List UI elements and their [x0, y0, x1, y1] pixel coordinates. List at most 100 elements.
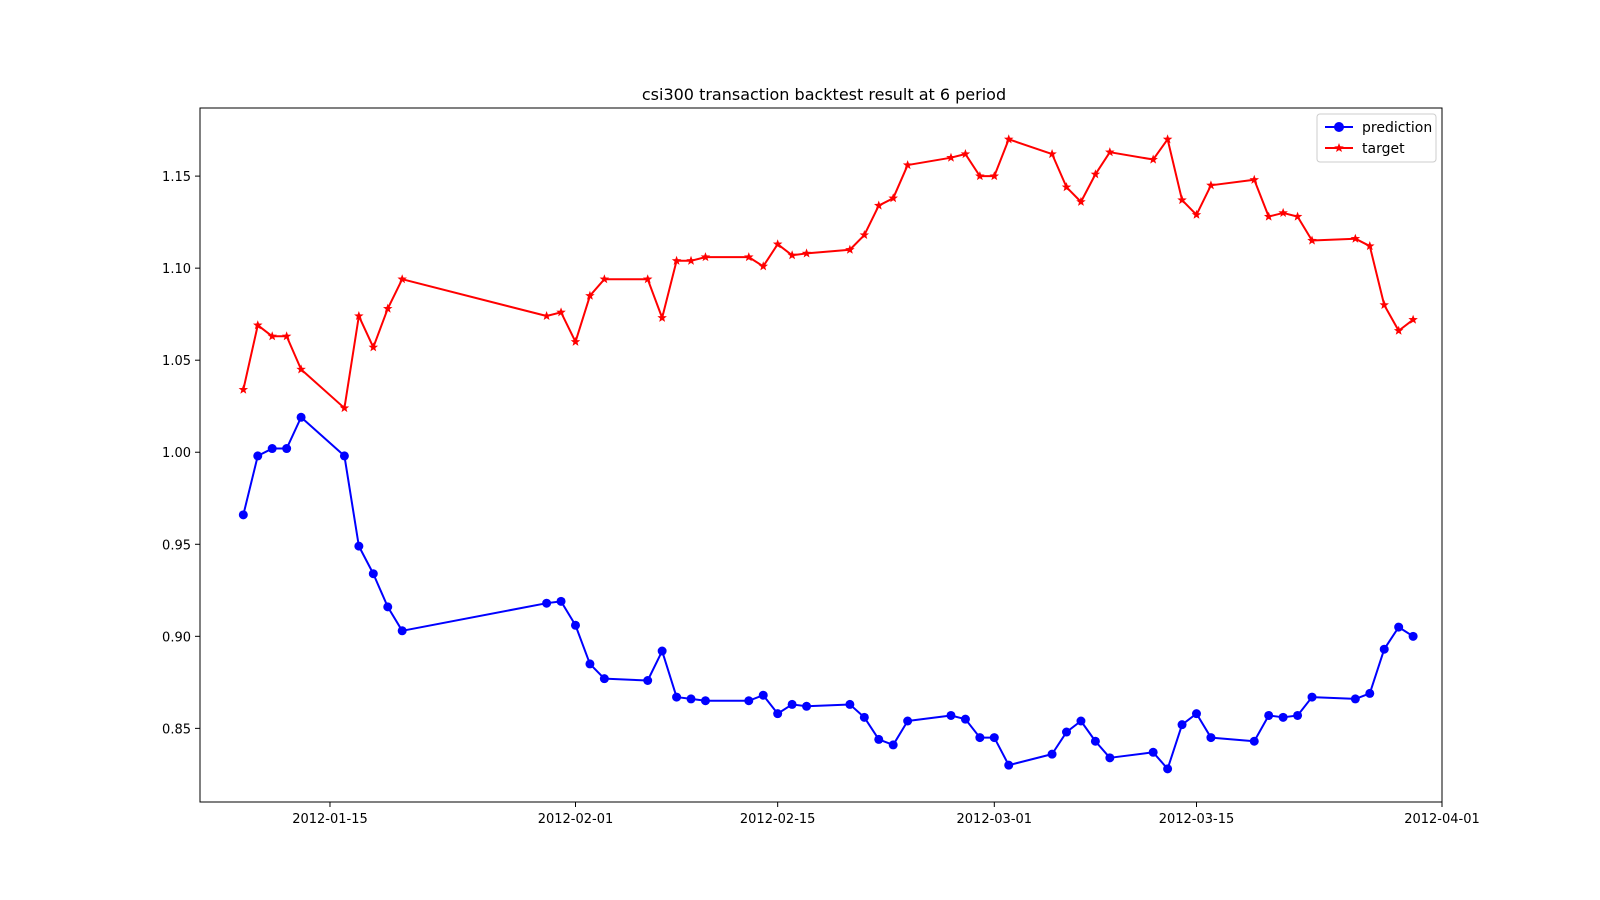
data-point-prediction [397, 626, 407, 636]
data-point-target [989, 171, 1000, 181]
data-point-prediction [672, 692, 682, 702]
data-point-target [585, 290, 595, 300]
data-point-prediction [296, 412, 306, 422]
data-point-prediction [1408, 631, 1418, 641]
data-point-prediction [354, 541, 364, 551]
data-point-prediction [946, 710, 956, 720]
x-tick-label: 2012-02-15 [740, 812, 816, 827]
data-point-prediction [253, 451, 263, 461]
y-tick-label: 0.95 [162, 538, 191, 553]
data-point-target [801, 248, 812, 258]
data-point-target [845, 244, 855, 254]
legend-label-prediction: prediction [1362, 120, 1432, 136]
y-tick-label: 0.85 [162, 722, 191, 737]
data-point-target [1292, 211, 1303, 221]
data-point-target [1393, 325, 1404, 335]
data-point-target [267, 331, 277, 341]
data-point-target [368, 342, 379, 352]
data-point-target [253, 320, 263, 330]
data-point-prediction [1076, 716, 1086, 726]
data-point-target [642, 274, 653, 284]
data-point-prediction [1163, 764, 1173, 774]
plot-area [199, 107, 1443, 803]
data-point-prediction [859, 712, 869, 722]
data-point-prediction [1293, 710, 1303, 720]
data-point-target [888, 193, 898, 203]
data-point-prediction [1278, 712, 1288, 722]
data-point-target [1206, 180, 1216, 190]
data-point-target [744, 252, 754, 262]
data-point-prediction [903, 716, 913, 726]
data-point-prediction [1177, 720, 1187, 730]
data-point-prediction [700, 696, 710, 706]
data-point-target [975, 171, 985, 181]
x-tick-label: 2012-04-01 [1404, 812, 1480, 827]
data-point-target [902, 160, 913, 170]
data-point-prediction [599, 674, 609, 684]
data-point-prediction [1047, 749, 1057, 759]
data-point-prediction [1062, 727, 1072, 737]
data-point-target [700, 252, 711, 262]
data-point-prediction [570, 620, 580, 630]
data-point-target [787, 250, 797, 260]
data-point-target [859, 230, 870, 240]
data-point-target [397, 274, 407, 284]
data-point-prediction [1264, 710, 1274, 720]
data-point-prediction [1206, 733, 1216, 743]
data-point-target [1162, 134, 1173, 144]
data-point-target [1061, 182, 1072, 192]
data-point-target [758, 261, 768, 271]
x-tick-label: 2012-02-01 [538, 812, 614, 827]
data-point-target [1047, 149, 1057, 159]
data-point-target [1350, 233, 1361, 243]
y-tick-label: 1.10 [162, 262, 191, 277]
data-point-prediction [643, 676, 653, 686]
x-tick-label: 2012-01-15 [292, 812, 368, 827]
data-point-prediction [989, 733, 999, 743]
data-point-prediction [368, 569, 378, 579]
data-point-target [238, 384, 249, 394]
data-point-prediction [238, 510, 248, 520]
legend-label-target: target [1362, 141, 1405, 157]
data-point-target [556, 307, 566, 317]
data-point-prediction [1090, 736, 1100, 746]
data-point-prediction [383, 602, 393, 612]
y-tick-label: 1.05 [162, 354, 191, 369]
data-point-target [1090, 169, 1101, 179]
data-point-prediction [1350, 694, 1360, 704]
data-point-target [541, 311, 552, 321]
data-point-prediction [773, 709, 783, 719]
data-point-prediction [339, 451, 349, 461]
data-point-target [1408, 314, 1418, 324]
legend: prediction target [1316, 113, 1437, 163]
data-point-prediction [1105, 753, 1115, 763]
data-point-prediction [686, 694, 696, 704]
data-point-target [1307, 235, 1317, 245]
data-point-prediction [960, 714, 970, 724]
data-point-target [1278, 207, 1288, 217]
data-point-target [1148, 154, 1158, 164]
data-point-target [1263, 211, 1274, 221]
data-point-prediction [1249, 736, 1259, 746]
y-tick-label: 0.90 [162, 630, 191, 645]
data-point-prediction [845, 699, 855, 709]
data-point-target [599, 274, 610, 284]
data-point-prediction [1307, 692, 1317, 702]
data-point-target [686, 255, 696, 265]
data-point-target [570, 336, 581, 346]
data-point-target [874, 200, 884, 210]
data-point-prediction [657, 646, 667, 656]
data-point-target [772, 239, 783, 249]
data-point-target [1191, 209, 1202, 219]
data-point-prediction [744, 696, 754, 706]
data-point-prediction [758, 690, 768, 700]
data-point-prediction [787, 699, 797, 709]
data-point-prediction [1191, 709, 1201, 719]
x-tick-label: 2012-03-01 [957, 812, 1033, 827]
data-point-prediction [1394, 622, 1404, 632]
data-point-prediction [585, 659, 595, 669]
data-point-prediction [542, 598, 552, 608]
data-point-prediction [1148, 747, 1158, 757]
x-tick-label: 2012-03-15 [1159, 812, 1235, 827]
